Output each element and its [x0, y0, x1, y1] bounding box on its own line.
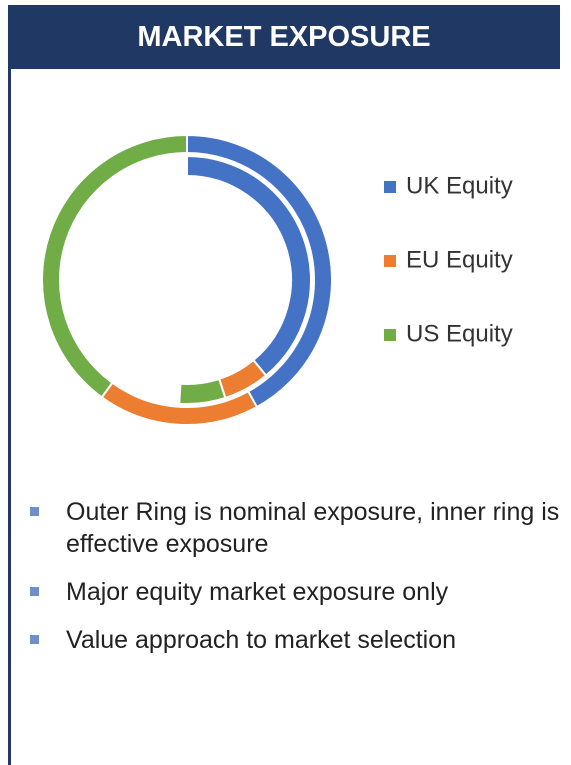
bullet: Major equity market exposure only — [30, 576, 560, 608]
legend-label: EU Equity — [406, 246, 513, 273]
legend-swatch — [384, 329, 396, 341]
legend-swatch — [384, 181, 396, 193]
left-border — [8, 69, 11, 765]
bullet-list: Outer Ring is nominal exposure, inner ri… — [30, 496, 560, 672]
bullet: Outer Ring is nominal exposure, inner ri… — [30, 496, 560, 560]
chart: UK Equity EU Equity US Equity — [41, 133, 513, 426]
legend-label: US Equity — [406, 320, 513, 347]
header-title: MARKET EXPOSURE — [8, 5, 560, 69]
donut-segment — [178, 377, 227, 405]
legend-swatch — [384, 255, 396, 267]
bullet: Value approach to market selection — [30, 624, 560, 656]
donut-segment — [41, 133, 188, 399]
legend-label: UK Equity — [406, 172, 513, 199]
